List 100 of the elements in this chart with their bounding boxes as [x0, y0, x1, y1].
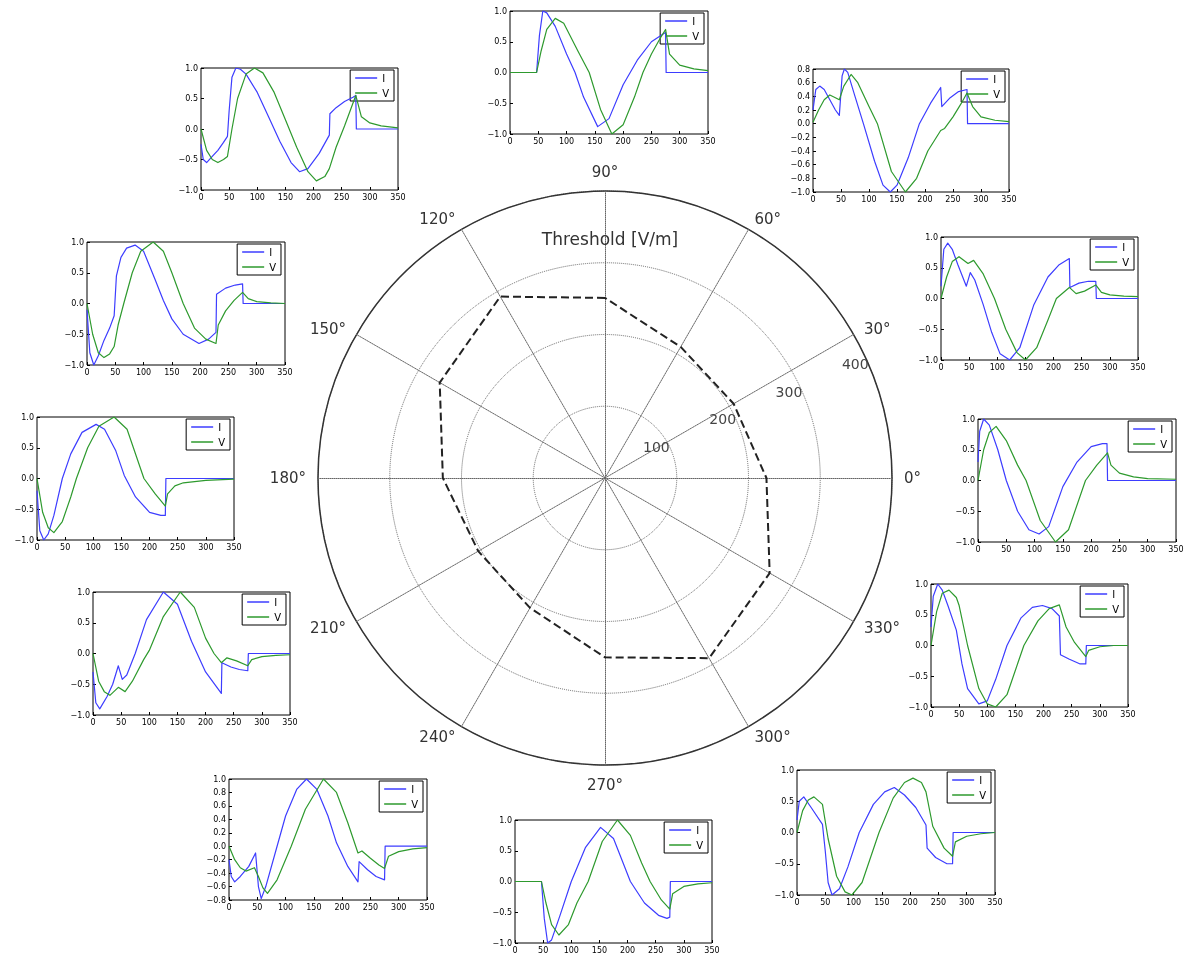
y-tick-label: −1.0 [64, 360, 84, 370]
x-tick-label: 0 [928, 709, 934, 719]
x-tick-label: 350 [282, 717, 298, 727]
x-tick-label: 50 [964, 362, 975, 372]
y-tick-label: 0.0 [781, 828, 794, 837]
y-tick-label: −0.5 [178, 155, 198, 164]
x-tick-label: 150 [169, 717, 186, 727]
x-tick-label: 350 [277, 367, 293, 377]
x-tick-label: 350 [1001, 194, 1017, 204]
x-tick-label: 250 [1064, 709, 1080, 719]
spoke-label: 0° [904, 469, 922, 487]
x-tick-label: 50 [835, 194, 847, 204]
y-tick-label: −1.0 [492, 938, 512, 948]
y-tick-label: 1.0 [185, 63, 198, 73]
y-tick-label: −1.0 [908, 702, 928, 712]
x-tick-label: 100 [249, 192, 265, 202]
y-tick-label: 1.0 [71, 237, 84, 247]
x-tick-label: 300 [198, 542, 214, 552]
x-tick-label: 100 [277, 902, 294, 912]
x-tick-label: 200 [1035, 709, 1052, 719]
y-tick-label: −1.0 [178, 185, 198, 195]
x-tick-label: 350 [419, 902, 435, 912]
y-tick-label: 0.2 [797, 105, 810, 115]
y-tick-label: 0.0 [71, 299, 84, 308]
x-tick-label: 200 [334, 902, 350, 912]
legend-label: V [979, 789, 987, 801]
y-tick-label: −0.5 [955, 506, 975, 516]
y-tick-label: 0.5 [71, 268, 84, 278]
y-tick-label: 0.5 [962, 445, 975, 455]
x-tick-label: 200 [1083, 544, 1099, 554]
x-tick-label: 300 [676, 945, 692, 955]
x-tick-label: 0 [84, 367, 90, 377]
x-tick-label: 0 [975, 544, 981, 554]
y-tick-label: −0.5 [487, 98, 507, 108]
spoke-label: 330° [863, 618, 901, 637]
legend-label: V [274, 611, 282, 623]
y-tick-label: −0.4 [206, 868, 226, 878]
y-tick-label: −0.5 [70, 679, 90, 689]
y-tick-label: 0.6 [797, 78, 810, 88]
y-tick-label: 0.0 [77, 649, 90, 658]
x-tick-label: 300 [249, 367, 265, 377]
y-tick-label: −0.5 [64, 329, 84, 339]
y-tick-label: 300 [775, 383, 803, 400]
legend-label: I [274, 596, 278, 608]
x-tick-label: 300 [973, 194, 989, 204]
x-tick-label: 300 [1092, 709, 1108, 719]
legend-label: V [1160, 438, 1168, 450]
y-tick-label: −1.0 [790, 187, 810, 197]
y-tick-label: −1.0 [487, 129, 507, 139]
x-tick-label: 350 [987, 897, 1003, 907]
legend-label: I [993, 73, 997, 85]
x-tick-label: 250 [170, 542, 186, 552]
y-tick-label: −1.0 [955, 537, 975, 547]
y-tick-label: 0.5 [77, 618, 90, 628]
y-tick-label: 0.5 [185, 94, 198, 103]
y-tick-label: 0.5 [494, 37, 507, 47]
x-tick-label: 50 [224, 192, 235, 202]
x-tick-label: 300 [254, 717, 270, 727]
legend-label: I [1112, 588, 1116, 600]
legend-label: V [993, 88, 1001, 100]
x-tick-label: 0 [507, 136, 513, 146]
x-tick-label: 100 [563, 945, 579, 955]
x-tick-label: 350 [390, 192, 406, 202]
x-tick-label: 0 [226, 902, 232, 912]
y-tick-label: 0.5 [21, 443, 34, 453]
x-tick-label: 150 [277, 192, 294, 202]
y-tick-label: 0.4 [797, 91, 810, 101]
x-tick-label: 150 [1055, 544, 1071, 554]
x-tick-label: 250 [1111, 544, 1128, 554]
spoke-label: 300° [754, 727, 791, 746]
x-tick-label: 250 [1074, 362, 1090, 372]
x-tick-label: 250 [220, 367, 237, 377]
y-tick-label: 0.5 [499, 846, 512, 856]
x-tick-label: 0 [810, 194, 816, 204]
legend-label: I [382, 72, 386, 84]
y-tick-label: −1.0 [918, 355, 938, 365]
y-tick-label: 1.0 [21, 412, 34, 422]
x-tick-label: 200 [141, 542, 158, 552]
y-tick-label: 0.0 [185, 124, 198, 134]
x-tick-label: 100 [979, 709, 995, 719]
y-tick-label: 0.0 [797, 119, 810, 129]
y-tick-label: 0.0 [494, 68, 507, 77]
x-tick-label: 100 [141, 717, 157, 727]
x-tick-label: 250 [226, 717, 242, 727]
x-tick-label: 100 [1026, 544, 1043, 554]
y-tick-label: 0.0 [925, 294, 938, 303]
spoke-label: 240° [419, 727, 456, 746]
spoke-label: 210° [309, 618, 347, 637]
x-tick-label: 300 [1140, 544, 1156, 554]
spoke-label: 60° [754, 210, 782, 229]
y-tick-label: −0.2 [790, 132, 810, 142]
x-tick-label: 150 [164, 367, 180, 377]
spoke-label: 90° [591, 162, 619, 181]
x-tick-label: 150 [1017, 362, 1034, 372]
x-tick-label: 150 [591, 945, 608, 955]
y-tick-label: 0.4 [213, 814, 226, 824]
y-tick-label: 0.2 [213, 828, 226, 838]
y-tick-label: −0.5 [908, 671, 928, 681]
x-tick-label: 50 [1001, 544, 1012, 554]
x-tick-label: 350 [700, 136, 716, 146]
